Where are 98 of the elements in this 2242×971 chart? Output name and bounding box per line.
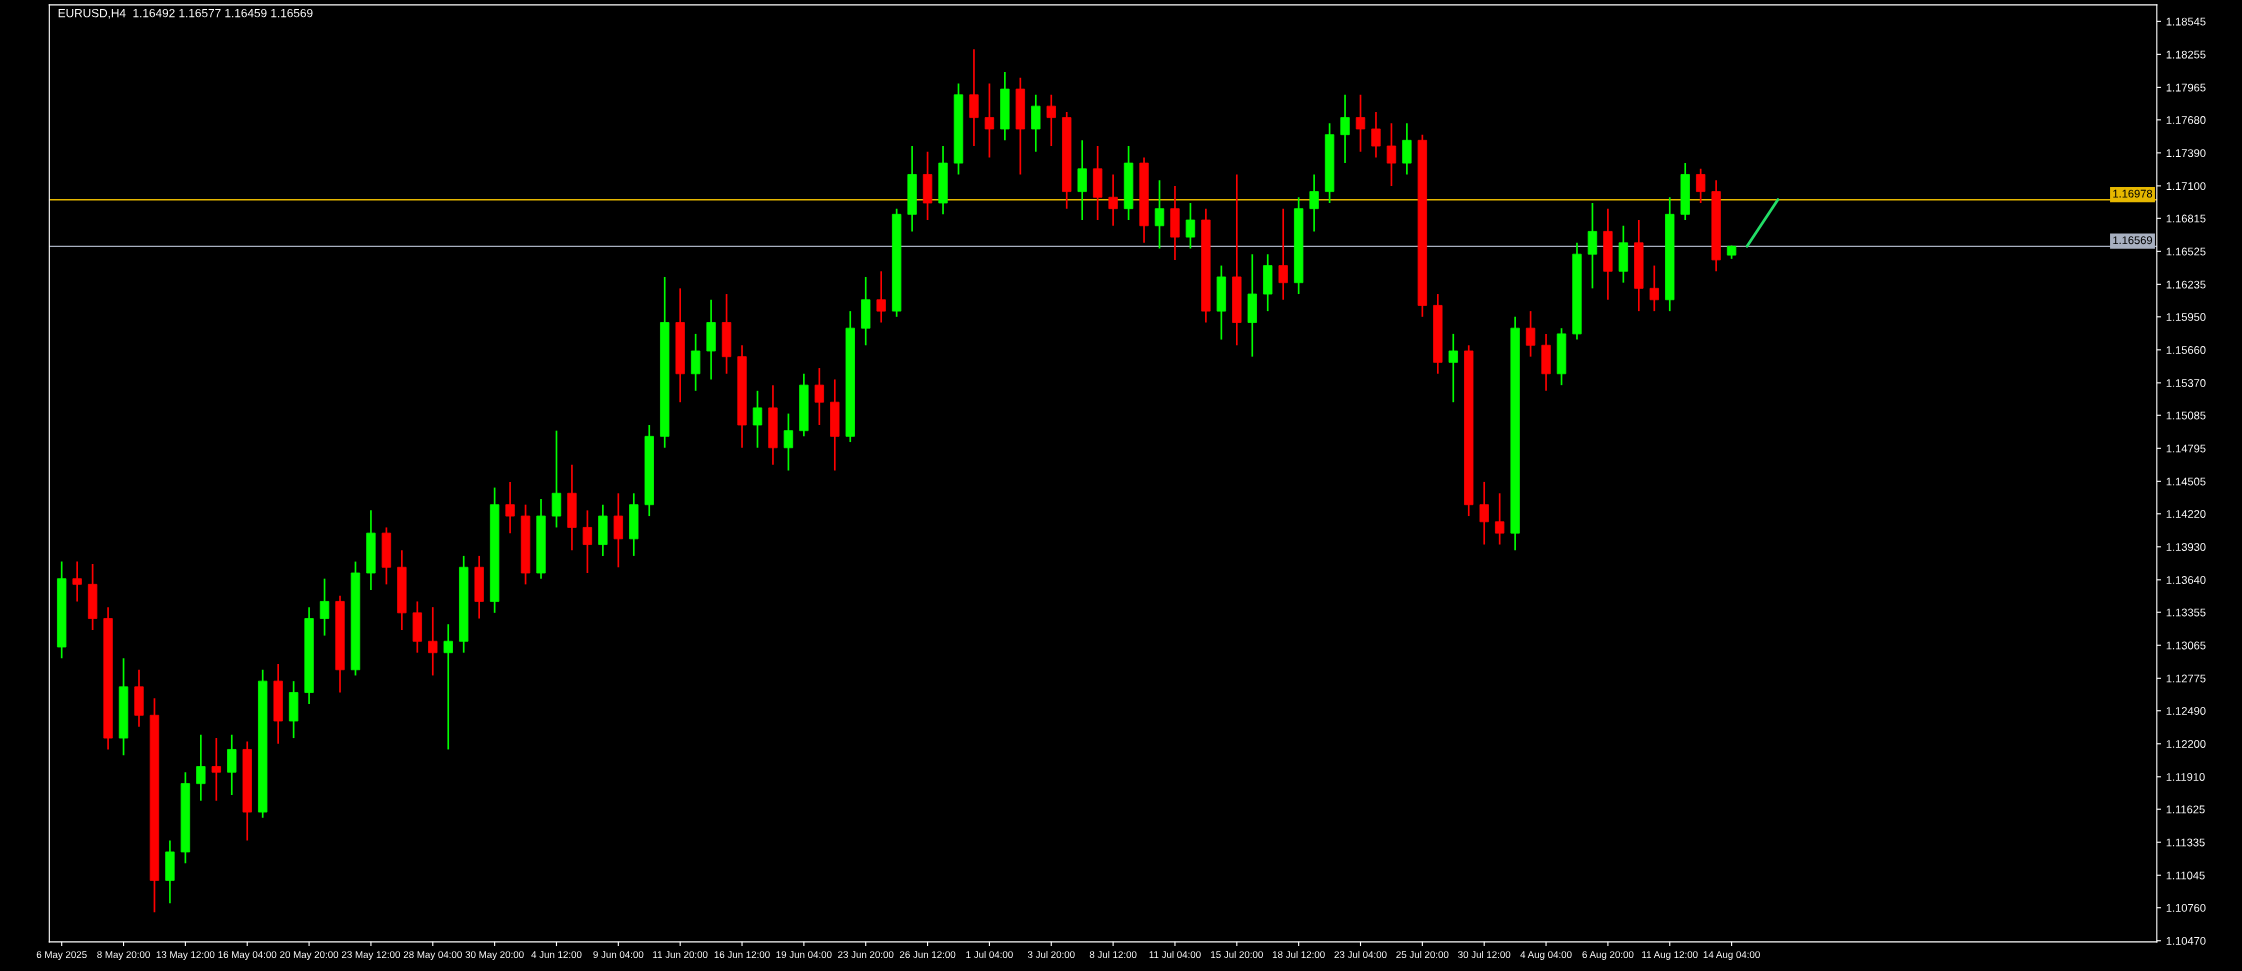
x-tick-label: 4 Jun 12:00 xyxy=(531,951,582,959)
x-tick-label: 13 May 12:00 xyxy=(156,951,215,960)
candlestick xyxy=(505,481,515,534)
candlestick xyxy=(613,492,623,569)
x-tick-label: 16 Jun 12:00 xyxy=(714,951,770,959)
x-tick-label: 11 Aug 12:00 xyxy=(1642,951,1698,960)
x-tick-label: 3 Jul 20:00 xyxy=(1027,950,1075,959)
chart-title: EURUSD,H4 1.16492 1.16577 1.16459 1.16569 xyxy=(58,8,313,19)
y-tick-label: 1.16815 xyxy=(2166,214,2206,223)
y-tick-label: 1.10760 xyxy=(2166,903,2206,912)
x-tick-label: 18 Jul 12:00 xyxy=(1272,950,1325,959)
candlestick xyxy=(428,606,438,677)
y-tick-label: 1.18255 xyxy=(2166,50,2206,59)
y-tick-label: 1.11335 xyxy=(2166,838,2205,847)
ref-line-label: 1.16978 xyxy=(2113,189,2153,198)
candlestick xyxy=(876,270,886,324)
candlestick xyxy=(1108,173,1118,227)
candlestick xyxy=(1355,93,1366,153)
x-tick-label: 14 Aug 04:00 xyxy=(1703,951,1760,960)
x-tick-label: 30 May 20:00 xyxy=(465,951,524,960)
candlestick xyxy=(1340,93,1350,164)
candlestick xyxy=(1046,93,1056,147)
x-tick-label: 25 Jul 20:00 xyxy=(1396,950,1449,959)
y-tick-label: 1.13640 xyxy=(2166,576,2206,584)
x-tick-label: 11 Jun 20:00 xyxy=(653,951,708,959)
candlestick xyxy=(1479,481,1489,546)
y-tick-label: 1.15085 xyxy=(2166,411,2206,420)
y-tick-label: 1.11910 xyxy=(2166,773,2205,781)
x-tick-label: 15 Jul 20:00 xyxy=(1211,950,1263,959)
x-tick-label: 6 May 2025 xyxy=(36,951,87,960)
y-tick-label: 1.13065 xyxy=(2166,641,2206,650)
x-tick-label: 11 Jul 04:00 xyxy=(1149,950,1201,959)
candlestick xyxy=(196,733,206,802)
y-tick-label: 1.16525 xyxy=(2166,247,2206,256)
candlestick xyxy=(1402,122,1412,176)
candlestick xyxy=(752,389,763,449)
y-tick-label: 1.12775 xyxy=(2166,674,2206,683)
candlestick xyxy=(690,333,701,392)
y-tick-label: 1.11625 xyxy=(2166,805,2205,814)
y-tick-label: 1.13930 xyxy=(2166,543,2206,551)
y-tick-label: 1.12490 xyxy=(2166,707,2206,715)
y-tick-label: 1.12200 xyxy=(2166,740,2206,748)
candlestick xyxy=(227,733,237,796)
candlestick xyxy=(1525,310,1536,358)
candlestick xyxy=(1371,111,1381,159)
y-tick-label: 1.14505 xyxy=(2166,477,2206,486)
candlestick xyxy=(1309,173,1319,233)
x-tick-label: 23 May 12:00 xyxy=(341,951,401,960)
candlestick xyxy=(1696,167,1706,204)
candlestick xyxy=(1077,139,1087,221)
x-tick-label: 1 Jul 04:00 xyxy=(966,950,1013,959)
candlestick xyxy=(1649,264,1659,312)
y-tick-label: 1.17100 xyxy=(2166,182,2206,191)
ref-line-label: 1.16569 xyxy=(2113,236,2153,245)
candlestick xyxy=(1031,93,1041,153)
y-tick-label: 1.16235 xyxy=(2166,280,2206,289)
candlestick xyxy=(582,509,593,574)
y-tick-label: 1.15370 xyxy=(2166,379,2206,387)
x-tick-label: 23 Jul 04:00 xyxy=(1334,950,1387,959)
x-tick-label: 4 Aug 04:00 xyxy=(1520,951,1572,960)
y-tick-label: 1.13355 xyxy=(2166,608,2206,617)
y-tick-label: 1.14220 xyxy=(2166,510,2206,518)
candlestick xyxy=(1154,179,1165,250)
candlestick xyxy=(1278,207,1288,301)
y-tick-label: 1.15660 xyxy=(2166,346,2206,354)
y-tick-label: 1.17390 xyxy=(2166,149,2206,157)
x-tick-label: 8 Jul 12:00 xyxy=(1089,950,1137,959)
x-tick-label: 19 Jun 04:00 xyxy=(776,951,832,959)
x-tick-label: 8 May 20:00 xyxy=(97,951,150,960)
y-tick-label: 1.18545 xyxy=(2166,17,2206,26)
y-tick-label: 1.15950 xyxy=(2166,313,2206,321)
candlestick xyxy=(1185,202,1196,250)
x-tick-label: 16 May 04:00 xyxy=(218,951,277,960)
x-tick-label: 30 Jul 12:00 xyxy=(1458,950,1511,959)
y-tick-label: 1.14795 xyxy=(2166,444,2206,453)
candlestick xyxy=(814,367,825,426)
candlestick xyxy=(1386,122,1397,187)
candlestick xyxy=(783,412,794,472)
candlestick xyxy=(319,577,330,637)
candlestick xyxy=(1448,333,1458,404)
y-tick-label: 1.17965 xyxy=(2166,83,2206,92)
y-tick-label: 1.11045 xyxy=(2166,871,2205,880)
candlestick xyxy=(1494,492,1505,546)
candlestick xyxy=(969,48,979,147)
candlestick xyxy=(211,737,221,802)
candlestick xyxy=(443,623,453,751)
x-tick-label: 20 May 20:00 xyxy=(280,951,339,960)
candlestick xyxy=(1587,202,1598,290)
x-tick-label: 28 May 04:00 xyxy=(403,951,462,960)
y-tick-label: 1.10470 xyxy=(2166,937,2206,945)
candlestick xyxy=(551,429,562,529)
x-tick-label: 23 Jun 20:00 xyxy=(838,951,894,959)
y-tick-label: 1.17680 xyxy=(2166,116,2206,124)
x-tick-label: 9 Jun 04:00 xyxy=(593,951,644,959)
candlestick xyxy=(984,82,995,159)
candlestick xyxy=(72,560,82,603)
x-tick-label: 26 Jun 12:00 xyxy=(899,951,956,959)
x-tick-label: 6 Aug 20:00 xyxy=(1582,951,1634,960)
